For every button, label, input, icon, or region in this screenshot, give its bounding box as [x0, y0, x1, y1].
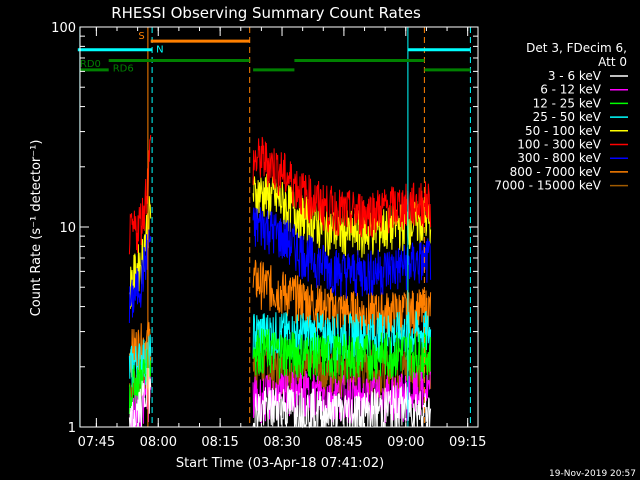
x-tick-label: 08:30 — [263, 435, 300, 450]
x-tick-label: 07:45 — [78, 435, 115, 450]
legend-label: 3 - 6 keV — [548, 69, 602, 83]
footer-timestamp: 19-Nov-2019 20:57 — [549, 469, 636, 479]
series-trace — [128, 229, 152, 324]
series-trace — [252, 136, 432, 238]
series-12-25-kev — [128, 328, 432, 415]
interval-label-n: N — [156, 45, 163, 56]
series-100-300-kev — [128, 134, 432, 255]
x-tick-label: 08:15 — [201, 435, 238, 450]
axes: 07:45 08:00 08:15 08:30 08:45 09:00 09:15 1 10 10… — [51, 21, 486, 450]
legend-label: 100 - 300 keV — [517, 138, 601, 152]
series-trace — [252, 207, 432, 299]
series-trace — [252, 173, 432, 259]
legend-header: Att 0 — [598, 55, 627, 69]
series-trace — [252, 328, 432, 383]
y-tick-label: 10 — [59, 221, 76, 236]
x-tick-label: 09:00 — [387, 435, 424, 450]
series-trace — [252, 310, 432, 362]
legend-label: 12 - 25 keV — [533, 96, 602, 110]
legend-label: 6 - 12 keV — [540, 83, 602, 97]
x-tick-label: 09:15 — [449, 435, 486, 450]
legend-label: 25 - 50 keV — [533, 110, 602, 124]
x-axis-label: Start Time (03-Apr-18 07:41:02) — [176, 456, 384, 471]
legend-label: 300 - 800 keV — [517, 151, 601, 165]
series-trace — [252, 259, 432, 340]
series-300-800-kev — [128, 207, 432, 324]
x-tick-label: 08:00 — [140, 435, 177, 450]
series-trace — [252, 383, 432, 429]
interval-label-rd0: RD0 — [80, 59, 101, 70]
chart-title: RHESSI Observing Summary Count Rates — [111, 4, 421, 22]
series-trace — [128, 349, 152, 415]
interval-label-rd6: RD6 — [113, 64, 134, 75]
series-trace — [128, 134, 152, 255]
legend-label: 7000 - 15000 keV — [494, 179, 601, 193]
legend-header: Det 3, FDecim 6, — [526, 41, 627, 55]
legend-label: 800 - 7000 keV — [510, 165, 602, 179]
series-3-6-kev — [128, 367, 432, 429]
interval-label-s: S — [138, 31, 144, 42]
x-tick-label: 08:45 — [325, 435, 362, 450]
y-tick-label: 100 — [51, 21, 76, 36]
legend-label: 50 - 100 keV — [525, 124, 602, 138]
y-tick-label: 1 — [68, 421, 76, 436]
series-trace — [128, 367, 152, 428]
y-axis-label: Count Rate (s⁻¹ detector⁻¹) — [29, 140, 44, 317]
